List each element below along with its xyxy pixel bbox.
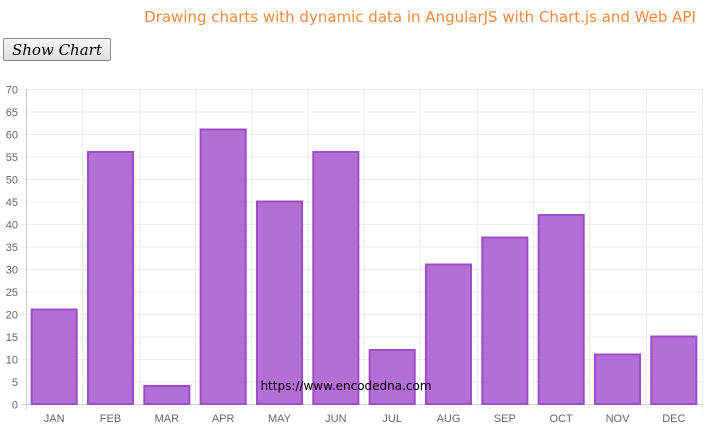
y-tick-label: 30	[6, 265, 18, 277]
x-tick-label: JUN	[325, 413, 346, 425]
x-tick-label: OCT	[550, 413, 574, 425]
x-tick-label: FEB	[100, 413, 121, 425]
bar-jun[interactable]	[312, 151, 360, 405]
y-tick-label: 40	[6, 220, 18, 232]
x-axis-ticks: JAN FEB MAR APR MAY JUN JUL AUG SEP OCT NOV DEC	[44, 413, 686, 425]
x-tick-label: MAY	[268, 413, 292, 425]
bar-feb[interactable]	[86, 151, 135, 405]
y-tick-label: 5	[12, 377, 18, 389]
x-tick-label: DEC	[662, 413, 685, 425]
bar-oct[interactable]	[537, 214, 585, 405]
bar-mar[interactable]	[143, 385, 191, 405]
bar-may[interactable]	[255, 200, 304, 405]
x-tick-label: JUL	[382, 413, 402, 425]
y-tick-label: 65	[6, 107, 18, 119]
y-tick-label: 55	[6, 152, 18, 164]
y-tick-label: 70	[6, 85, 18, 97]
x-tick-label: JAN	[44, 413, 65, 425]
x-tick-label: SEP	[494, 413, 516, 425]
bar-apr[interactable]	[199, 128, 247, 405]
y-tick-label: 0	[12, 400, 18, 412]
y-tick-label: 35	[6, 242, 18, 254]
y-tick-label: 60	[6, 130, 18, 142]
x-tick-label: MAR	[155, 413, 180, 425]
page-title: Drawing charts with dynamic data in Angu…	[144, 8, 696, 26]
bar-sep[interactable]	[481, 236, 529, 405]
y-tick-label: 50	[6, 175, 18, 187]
y-axis-ticks: 0 5 10 15 20 25 30 35 40 45 50 55 60 65 70	[6, 85, 18, 412]
x-tick-label: APR	[212, 413, 235, 425]
y-tick-label: 25	[6, 287, 18, 299]
y-tick-label: 45	[6, 197, 18, 209]
watermark-text: https://www.encodedna.com	[260, 379, 431, 393]
bar-dec[interactable]	[650, 335, 698, 405]
chart-bars	[30, 128, 698, 405]
bar-aug[interactable]	[424, 263, 473, 405]
x-tick-label: AUG	[437, 413, 461, 425]
show-chart-button[interactable]: Show Chart	[3, 38, 111, 61]
x-tick-label: NOV	[606, 413, 631, 425]
bar-nov[interactable]	[593, 353, 642, 405]
bar-jan[interactable]	[30, 308, 78, 405]
y-tick-label: 10	[6, 355, 18, 367]
y-tick-label: 20	[6, 310, 18, 322]
bar-jul[interactable]	[368, 349, 416, 405]
chart-grid	[22, 89, 703, 409]
y-tick-label: 15	[6, 332, 18, 344]
